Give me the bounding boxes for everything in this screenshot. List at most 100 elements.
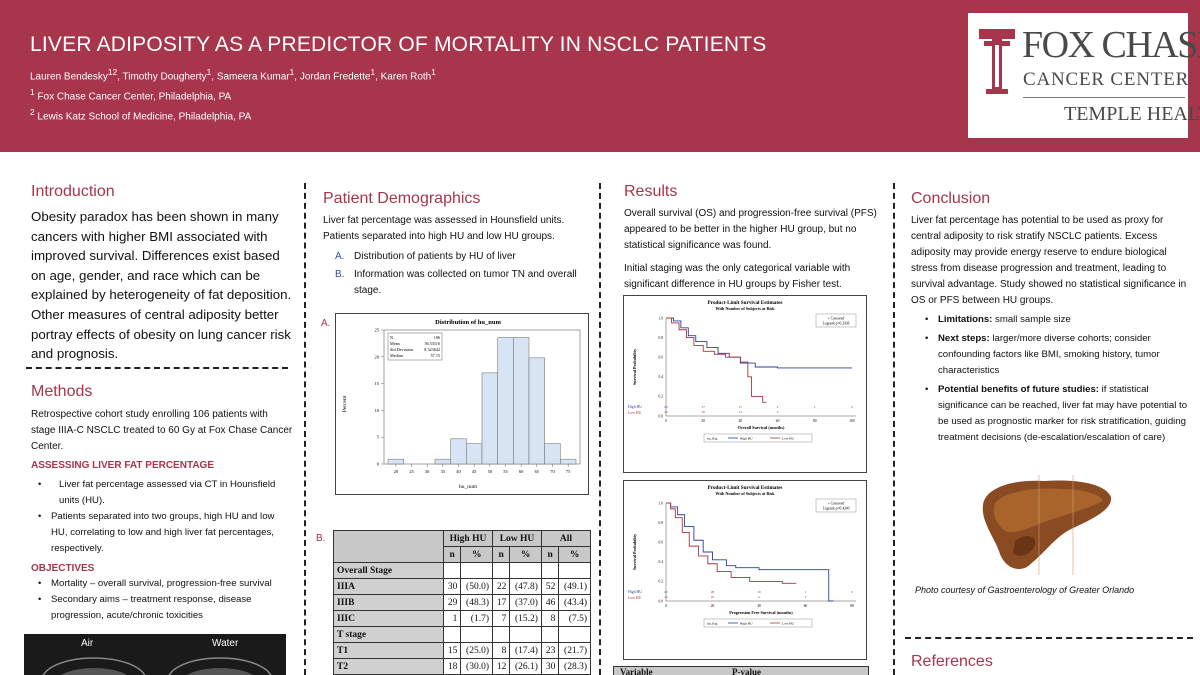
risk-count-low: 0 <box>805 595 807 599</box>
x-tick-label: 30 <box>425 469 430 474</box>
x-tick-label: 25 <box>409 469 414 474</box>
references-heading: References <box>911 653 993 670</box>
temple-t-icon <box>978 27 1016 97</box>
table-cell: (21.7) <box>558 642 591 659</box>
table-cell: (37.0) <box>509 594 542 611</box>
intro-heading: Introduction <box>31 183 115 200</box>
table-cell: 15 <box>442 642 462 659</box>
table-row: IIIB 29 (48.3) 17 (37.0) 46 (43.4) <box>333 594 591 611</box>
histogram-bar <box>544 443 561 465</box>
y-axis-label: Percent <box>342 395 348 412</box>
km-foot-low: Low HU <box>782 437 795 441</box>
column-divider <box>304 183 306 675</box>
x-axis-label: hu_num <box>459 484 478 490</box>
y-tick-label: 10 <box>375 408 380 413</box>
ct-scan-image: Air Water <box>24 634 286 675</box>
histogram-bar <box>450 438 467 465</box>
y-tick-label: 20 <box>375 354 380 359</box>
table-cell: (17.4) <box>509 642 542 659</box>
stat-key: N <box>390 335 393 340</box>
table-subheader-row: n % n % n % <box>334 546 591 563</box>
table-cell <box>509 562 542 579</box>
km-x-tick: 60 <box>776 419 780 423</box>
table-cell: 12 <box>491 658 511 675</box>
risk-count-high: 0 <box>851 590 853 594</box>
results-text-1: Overall survival (OS) and progression-fr… <box>624 208 877 251</box>
km-y-tick: 0.2 <box>659 580 664 584</box>
affiliation-1: 1 Fox Chase Cancer Center, Philadelphia,… <box>30 87 232 103</box>
column-header: All <box>540 530 592 547</box>
km-foot-high: High HU <box>740 622 753 626</box>
histogram-bar <box>497 337 514 465</box>
table-cell: 29 <box>442 594 462 611</box>
km-foot-var: hu_flag <box>707 437 718 441</box>
table-cell: (26.1) <box>509 658 542 675</box>
objectives-bullets: Mortality – overall survival, progressio… <box>34 576 286 624</box>
risk-label-low: Low HU <box>628 596 642 600</box>
km-logrank: Logrank p=0.2436 <box>823 322 850 326</box>
figure-b-label: B. <box>316 533 326 544</box>
risk-count-high: 60 <box>664 590 668 594</box>
table-cell: (25.0) <box>460 642 493 659</box>
photo-caption: Photo courtesy of Gastroenterology of Gr… <box>915 585 1135 595</box>
logo-text-cancer-center: CANCER CENTER <box>1023 69 1190 90</box>
x-tick-label: 70 <box>550 469 555 474</box>
x-tick-label: 35 <box>441 469 446 474</box>
poster-header: LIVER ADIPOSITY AS A PREDICTOR OF MORTAL… <box>0 0 1200 152</box>
logo-text-temple-health: TEMPLE HEALTH <box>1064 103 1200 125</box>
column-divider <box>893 183 895 675</box>
pvalue-table-header: Variable P-value <box>613 666 869 675</box>
list-item: Limitations: small sample size <box>921 312 1189 328</box>
km-curve-low-hu <box>666 317 767 403</box>
list-item: Patients separated into two groups, high… <box>34 509 286 557</box>
conclusion-bullets: Limitations: small sample size Next step… <box>921 312 1189 446</box>
km-title: Product-Limit Survival Estimates <box>708 485 783 491</box>
table-cell: 8 <box>540 610 560 627</box>
km-y-tick: 0.4 <box>659 560 664 564</box>
conclusion-text: Liver fat percentage has potential to be… <box>911 215 1187 306</box>
km-y-tick: 0.8 <box>659 336 664 340</box>
figure-a-label: A. <box>321 318 331 329</box>
risk-count-high: 60 <box>664 405 668 409</box>
risk-count-high: 1 <box>814 405 816 409</box>
stat-value: 57.15 <box>431 353 440 358</box>
fox-chase-logo: FOX CHASE CANCER CENTER TEMPLE HEALTH <box>968 13 1200 138</box>
km-legend-censored: + Censored <box>828 317 845 321</box>
histogram-bar <box>481 372 498 465</box>
demographics-list: A. Distribution of patients by HU of live… <box>335 249 591 299</box>
table-cell <box>442 562 462 579</box>
table-cell: (28.3) <box>558 658 591 675</box>
table-cell: (15.2) <box>509 610 542 627</box>
stat-value: 106 <box>434 335 440 340</box>
logo-text-fox-chase: FOX CHASE <box>1022 24 1200 66</box>
km-foot-var: hu_flag <box>707 622 718 626</box>
x-tick-label: 65 <box>535 469 540 474</box>
risk-count-high: 1 <box>805 590 807 594</box>
km-y-tick: 0.0 <box>659 599 664 603</box>
km-x-tick: 40 <box>739 419 743 423</box>
table-cell: 1 <box>442 610 462 627</box>
km-y-tick: 0.2 <box>659 395 664 399</box>
km-foot-high: High HU <box>740 437 753 441</box>
author: Karen Roth <box>380 71 432 83</box>
y-tick-label: 5 <box>377 435 380 440</box>
km-curve-low-hu <box>666 502 797 584</box>
table-cell: 7 <box>491 610 511 627</box>
risk-count-low: 46 <box>664 410 668 414</box>
km-legend-censored: + Censored <box>828 502 845 506</box>
column-header: High HU <box>443 530 493 547</box>
km-x-tick: 80 <box>813 419 817 423</box>
list-item: A. Distribution of patients by HU of live… <box>335 251 516 262</box>
column-demographics: Patient Demographics Liver fat percentag… <box>313 170 593 675</box>
km-y-tick: 0.6 <box>659 541 664 545</box>
km-y-tick: 1.0 <box>659 501 664 505</box>
histogram-bar <box>466 443 483 465</box>
methods-heading: Methods <box>31 383 93 400</box>
conclusion-heading: Conclusion <box>911 190 991 207</box>
km-x-tick: 80 <box>850 604 854 608</box>
risk-label-high: High HU <box>628 590 642 594</box>
list-item: Mortality – overall survival, progressio… <box>34 576 286 592</box>
row-label: T2 <box>333 658 444 675</box>
section-divider <box>905 637 1193 639</box>
